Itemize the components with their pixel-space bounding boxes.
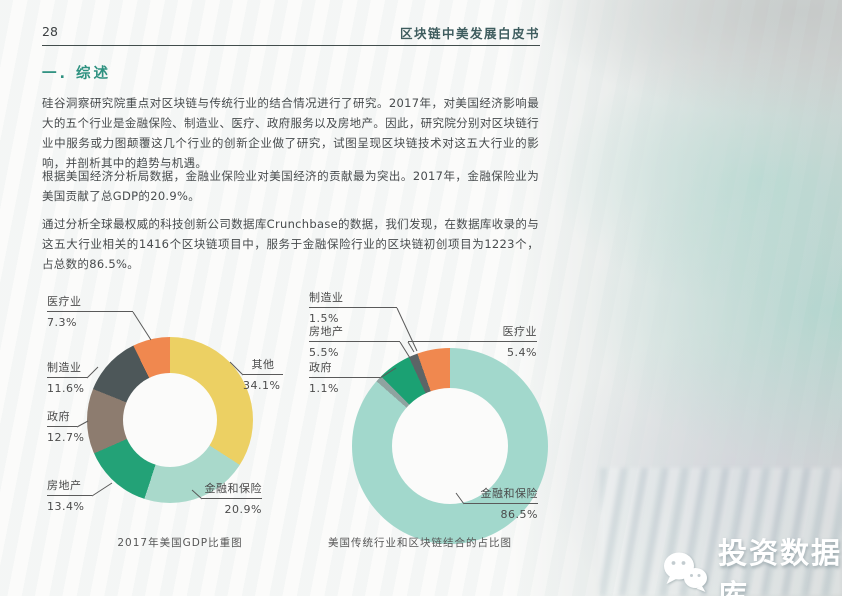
chart-label-realestate: 房地产 13.4% [47, 479, 92, 513]
page-number: 28 [42, 24, 58, 39]
chart-label-manufacturing: 制造业 1.5% [309, 291, 397, 325]
section-heading: 一. 综述 [42, 66, 112, 82]
donut-hole [392, 388, 508, 504]
background-stripes [600, 468, 842, 596]
chart-label-finance: 金融和保险 86.5% [464, 487, 538, 521]
watermark-label: 投资数据库 [718, 536, 842, 596]
chart-label-finance: 金融和保险 20.9% [202, 482, 262, 516]
chart-label-medical: 医疗业 7.3% [47, 295, 133, 329]
paragraph: 硅谷洞察研究院重点对区块链与传统行业的结合情况进行了研究。2017年，对美国经济… [42, 96, 539, 170]
header-divider [42, 45, 540, 46]
paragraph: 通过分析全球最权威的科技创新公司数据库Crunchbase的数据，我们发现，在数… [42, 217, 539, 271]
chart-label-other: 其他 34.1% [243, 358, 283, 392]
chart-caption-right: 美国传统行业和区块链结合的占比图 [328, 537, 512, 549]
chart-label-government: 政府 1.1% [309, 361, 380, 395]
background-texture [505, 0, 842, 596]
paragraph: 根据美国经济分析局数据，金融业保险业对美国经济的贡献最为突出。2017年，金融保… [42, 169, 539, 203]
chart-label-government: 政府 12.7% [47, 410, 85, 444]
watermark: 投资数据库 [660, 530, 842, 596]
chart-caption-left: 2017年美国GDP比重图 [117, 537, 243, 549]
gdp-donut-chart [87, 337, 253, 503]
chart-label-realestate: 房地产 5.5% [309, 325, 400, 359]
document-header-title: 区块链中美发展白皮书 [399, 26, 540, 41]
wechat-icon [660, 550, 710, 594]
chart-label-medical: 医疗业 5.4% [408, 325, 537, 359]
donut-hole [123, 373, 217, 467]
blockchain-share-donut-chart [352, 348, 548, 544]
chart-label-manufacturing: 制造业 11.6% [47, 361, 87, 395]
